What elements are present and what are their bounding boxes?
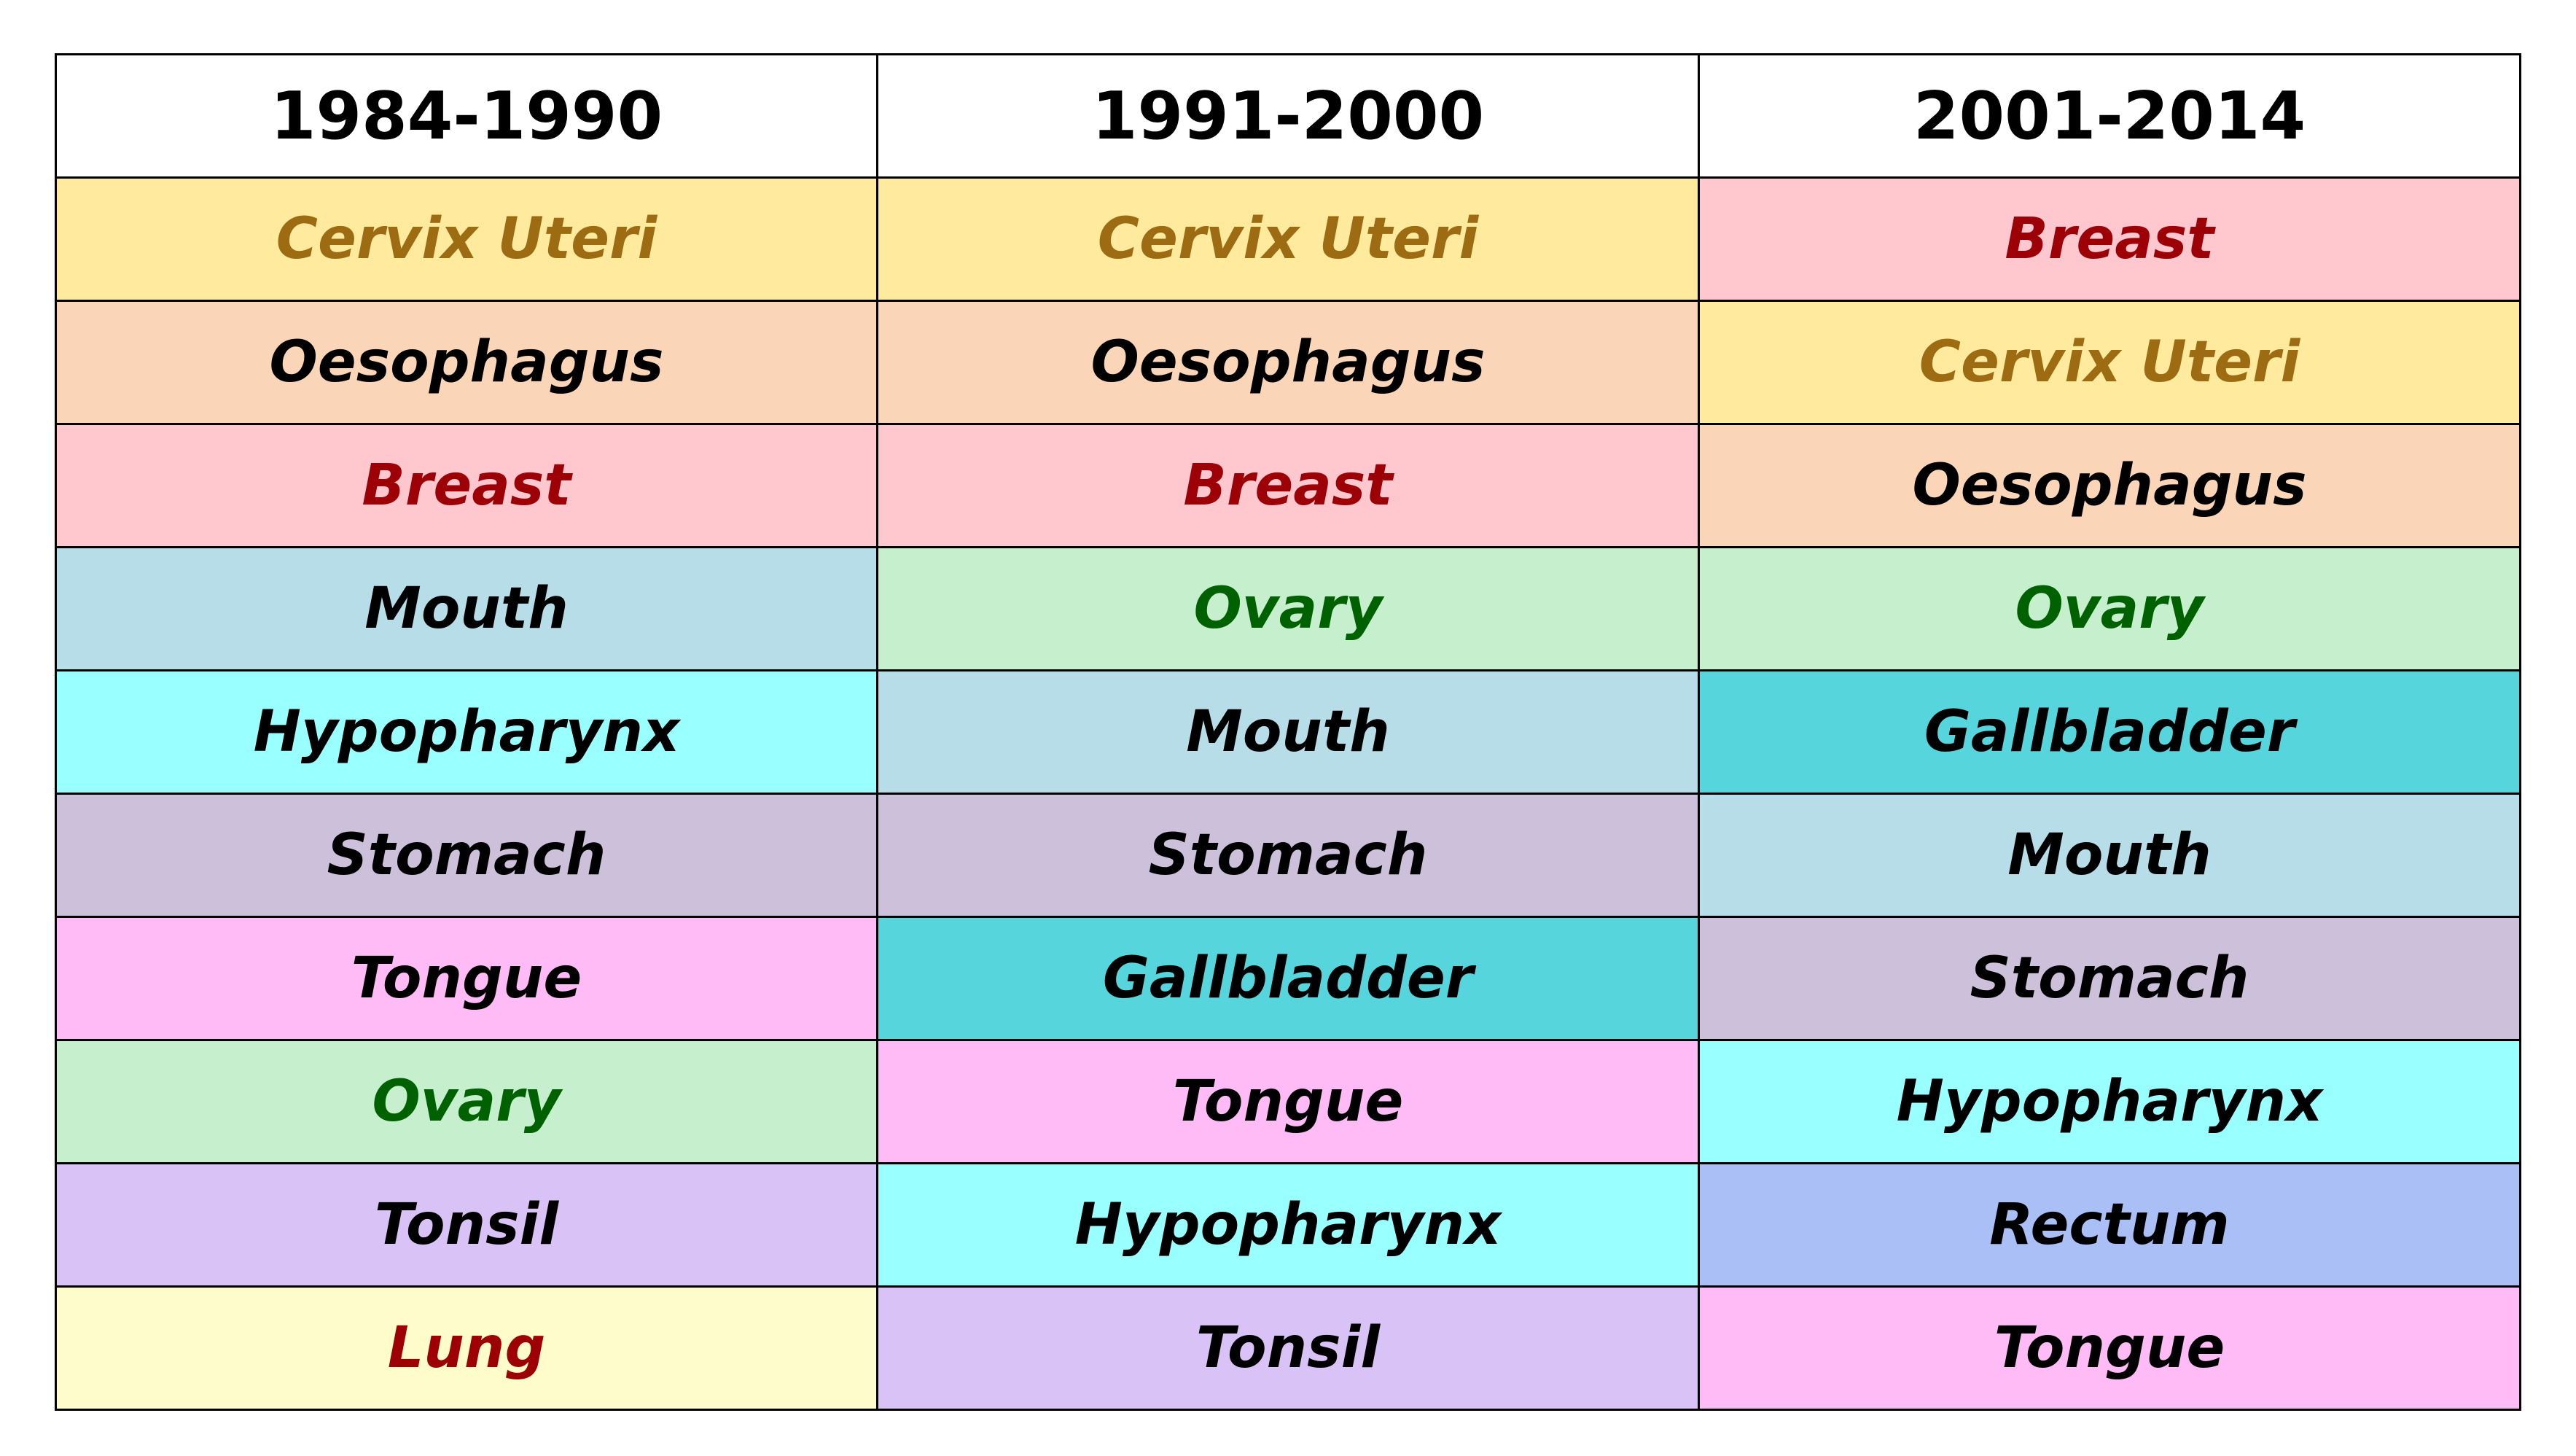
table-row: Breast Breast Oesophagus: [55, 423, 2521, 548]
table-row: Oesophagus Oesophagus Cervix Uteri: [55, 300, 2521, 425]
table-cell: Tongue: [876, 1039, 1700, 1164]
header-cell-1991-2000: 1991-2000: [876, 53, 1700, 179]
table-row: Lung Tonsil Tongue: [55, 1285, 2521, 1411]
table-cell: Oesophagus: [55, 300, 878, 425]
table-cell: Lung: [55, 1285, 878, 1411]
table-row: Tonsil Hypopharynx Rectum: [55, 1162, 2521, 1288]
table-cell: Mouth: [1698, 793, 2521, 918]
table-cell: Breast: [55, 423, 878, 548]
table-cell: Tonsil: [876, 1285, 1700, 1411]
table-cell: Cervix Uteri: [1698, 300, 2521, 425]
table-cell: Hypopharynx: [55, 669, 878, 795]
table-cell: Cervix Uteri: [55, 176, 878, 302]
table-header: 1984-1990 1991-2000 2001-2014: [55, 53, 2521, 179]
table-row: Ovary Tongue Hypopharynx: [55, 1039, 2521, 1164]
table-cell: Stomach: [55, 793, 878, 918]
table-row: Stomach Stomach Mouth: [55, 793, 2521, 918]
table-row: Mouth Ovary Ovary: [55, 546, 2521, 671]
table-cell: Cervix Uteri: [876, 176, 1700, 302]
header-cell-1984-1990: 1984-1990: [55, 53, 878, 179]
table-cell: Ovary: [55, 1039, 878, 1164]
table-cell: Breast: [1698, 176, 2521, 302]
table-cell: Ovary: [1698, 546, 2521, 671]
table-cell: Gallbladder: [876, 916, 1700, 1041]
table-cell: Stomach: [876, 793, 1700, 918]
table-cell: Mouth: [876, 669, 1700, 795]
table-cell: Oesophagus: [876, 300, 1700, 425]
table-cell: Tongue: [1698, 1285, 2521, 1411]
table-cell: Gallbladder: [1698, 669, 2521, 795]
table-cell: Tongue: [55, 916, 878, 1041]
table-row: Cervix Uteri Cervix Uteri Breast: [55, 176, 2521, 302]
table-cell: Ovary: [876, 546, 1700, 671]
table-row: Hypopharynx Mouth Gallbladder: [55, 669, 2521, 795]
table-cell: Oesophagus: [1698, 423, 2521, 548]
table-cell: Rectum: [1698, 1162, 2521, 1288]
table-cell: Hypopharynx: [876, 1162, 1700, 1288]
table-cell: Breast: [876, 423, 1700, 548]
table-row: Tongue Gallbladder Stomach: [55, 916, 2521, 1041]
header-row: 1984-1990 1991-2000 2001-2014: [55, 53, 2521, 179]
table-cell: Mouth: [55, 546, 878, 671]
table-body: Cervix Uteri Cervix Uteri Breast Oesophagus…: [55, 176, 2521, 1411]
header-cell-2001-2014: 2001-2014: [1698, 53, 2521, 179]
cancer-ranking-table: 1984-1990 1991-2000 2001-2014 Cervix Ute…: [55, 53, 2521, 1411]
table-cell: Stomach: [1698, 916, 2521, 1041]
table-cell: Hypopharynx: [1698, 1039, 2521, 1164]
table-cell: Tonsil: [55, 1162, 878, 1288]
